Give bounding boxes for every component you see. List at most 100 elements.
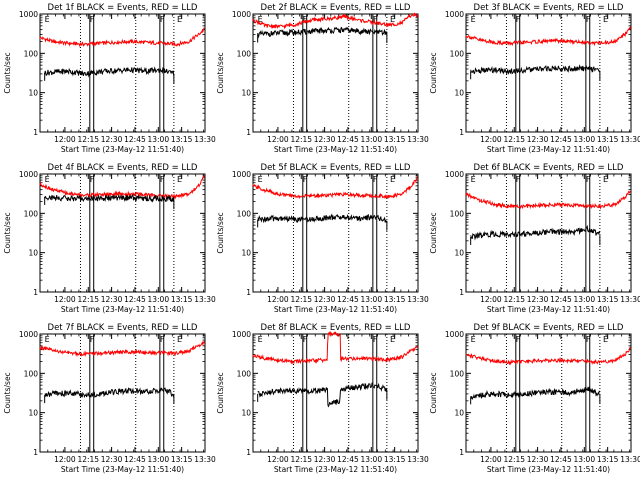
y-tick-label: 10: [241, 249, 251, 258]
x-tick-label: 12:15: [77, 135, 99, 144]
x-tick-label: 13:30: [620, 295, 640, 304]
interval-flag: E: [603, 175, 608, 184]
x-axis-label: Start Time (23-May-12 11:51:40): [487, 145, 610, 154]
x-tick-label: 13:15: [384, 295, 406, 304]
chart-panel: Det 9f BLACK = Events, RED = LLD 1 10 100 10…: [426, 320, 640, 480]
x-tick-label: 13:30: [620, 455, 640, 464]
x-tick-label: 12:30: [314, 135, 336, 144]
x-tick-label: 12:45: [124, 455, 146, 464]
x-tick-label: 13:30: [407, 455, 429, 464]
interval-flag: F: [516, 15, 521, 24]
x-tick-label: 12:30: [314, 295, 336, 304]
x-tick-label: 12:45: [550, 135, 572, 144]
interval-flag: E: [390, 175, 395, 184]
plot-frame: [39, 173, 206, 293]
x-tick-label: 12:45: [337, 295, 359, 304]
x-tick-label: 12:00: [267, 135, 289, 144]
y-tick-label: 100: [24, 369, 39, 378]
x-tick-label: 12:15: [503, 135, 525, 144]
x-tick-label: 12:30: [527, 135, 549, 144]
events-series-line: [470, 386, 601, 401]
y-tick-label: 1: [246, 128, 251, 137]
y-tick-label: 10: [28, 409, 38, 418]
y-tick-label: 1: [459, 128, 464, 137]
y-tick-label: 1000: [445, 170, 464, 179]
x-tick-label: 13:30: [194, 135, 216, 144]
y-tick-label: 100: [450, 49, 465, 58]
interval-flag: F: [303, 175, 308, 184]
x-tick-label: 12:30: [314, 455, 336, 464]
lld-series-line: [39, 27, 205, 48]
lld-series-line: [252, 330, 418, 365]
y-axis-label: Counts/sec: [429, 212, 438, 253]
chart-title: Det 5f BLACK = Events, RED = LLD: [261, 163, 411, 173]
y-tick-label: 10: [454, 409, 464, 418]
events-series-line: [470, 224, 601, 241]
x-axis-label: Start Time (23-May-12 11:51:40): [487, 465, 610, 474]
events-series-line: [257, 213, 388, 224]
interval-flag: E: [177, 335, 182, 344]
x-tick-label: 12:00: [267, 295, 289, 304]
y-tick-label: 1000: [445, 330, 464, 339]
interval-flag: E: [471, 15, 476, 24]
x-tick-label: 12:30: [527, 455, 549, 464]
x-tick-label: 13:15: [597, 295, 619, 304]
interval-flag: E: [471, 335, 476, 344]
y-tick-label: 1: [33, 288, 38, 297]
x-tick-label: 12:45: [550, 295, 572, 304]
interval-flag: E: [603, 15, 608, 24]
x-tick-label: 13:15: [171, 455, 193, 464]
chart-panel: Det 1f BLACK = Events, RED = LLD 1 10 100 10…: [0, 0, 216, 160]
x-tick-label: 12:00: [54, 295, 76, 304]
y-tick-label: 10: [28, 89, 38, 98]
y-tick-label: 100: [450, 209, 465, 218]
plot-frame: [252, 13, 419, 133]
x-tick-label: 13:30: [407, 295, 429, 304]
plot-frame: [39, 333, 206, 453]
y-tick-label: 1: [246, 288, 251, 297]
x-axis-label: Start Time (23-May-12 11:51:40): [61, 305, 184, 314]
interval-flag: F: [90, 15, 95, 24]
chart-title: Det 8f BLACK = Events, RED = LLD: [261, 323, 411, 333]
chart-title: Det 6f BLACK = Events, RED = LLD: [474, 163, 624, 173]
interval-flag: F: [586, 15, 591, 24]
x-tick-label: 13:15: [384, 135, 406, 144]
interval-flag: E: [45, 335, 50, 344]
chart-svg: Det 3f BLACK = Events, RED = LLD 1 10 100 10…: [429, 3, 640, 154]
interval-flag: E: [258, 175, 263, 184]
chart-panel: Det 4f BLACK = Events, RED = LLD 1 10 100 10…: [0, 160, 216, 320]
y-tick-label: 10: [454, 249, 464, 258]
y-tick-label: 1: [459, 288, 464, 297]
x-tick-label: 12:45: [124, 135, 146, 144]
chart-svg: Det 1f BLACK = Events, RED = LLD 1 10 100 10…: [3, 3, 216, 154]
x-tick-label: 13:30: [194, 455, 216, 464]
interval-flag: E: [258, 15, 263, 24]
x-tick-label: 12:00: [480, 455, 502, 464]
x-axis-label: Start Time (23-May-12 11:51:40): [61, 465, 184, 474]
chart-title: Det 7f BLACK = Events, RED = LLD: [48, 323, 198, 333]
interval-flag: F: [373, 335, 378, 344]
y-tick-label: 1000: [232, 330, 251, 339]
chart-svg: Det 8f BLACK = Events, RED = LLD 1 10 100 10…: [216, 323, 429, 474]
interval-flag: E: [258, 335, 263, 344]
x-tick-label: 13:30: [407, 135, 429, 144]
x-tick-label: 12:15: [503, 295, 525, 304]
y-axis-label: Counts/sec: [3, 212, 12, 253]
interval-flag: E: [390, 335, 395, 344]
y-tick-label: 100: [24, 209, 39, 218]
interval-flag: F: [516, 175, 521, 184]
y-tick-label: 1000: [19, 330, 38, 339]
chart-panel: Det 3f BLACK = Events, RED = LLD 1 10 100 10…: [426, 0, 640, 160]
lld-series-line: [39, 175, 205, 200]
lld-series-line: [252, 12, 418, 30]
y-tick-label: 1000: [445, 10, 464, 19]
x-tick-label: 13:30: [194, 295, 216, 304]
interval-flag: F: [90, 335, 95, 344]
interval-flag: E: [45, 175, 50, 184]
x-tick-label: 12:45: [337, 135, 359, 144]
x-tick-label: 12:30: [101, 295, 123, 304]
x-tick-label: 12:00: [54, 135, 76, 144]
x-tick-label: 12:45: [124, 295, 146, 304]
y-axis-label: Counts/sec: [216, 372, 225, 413]
interval-flag: E: [390, 15, 395, 24]
